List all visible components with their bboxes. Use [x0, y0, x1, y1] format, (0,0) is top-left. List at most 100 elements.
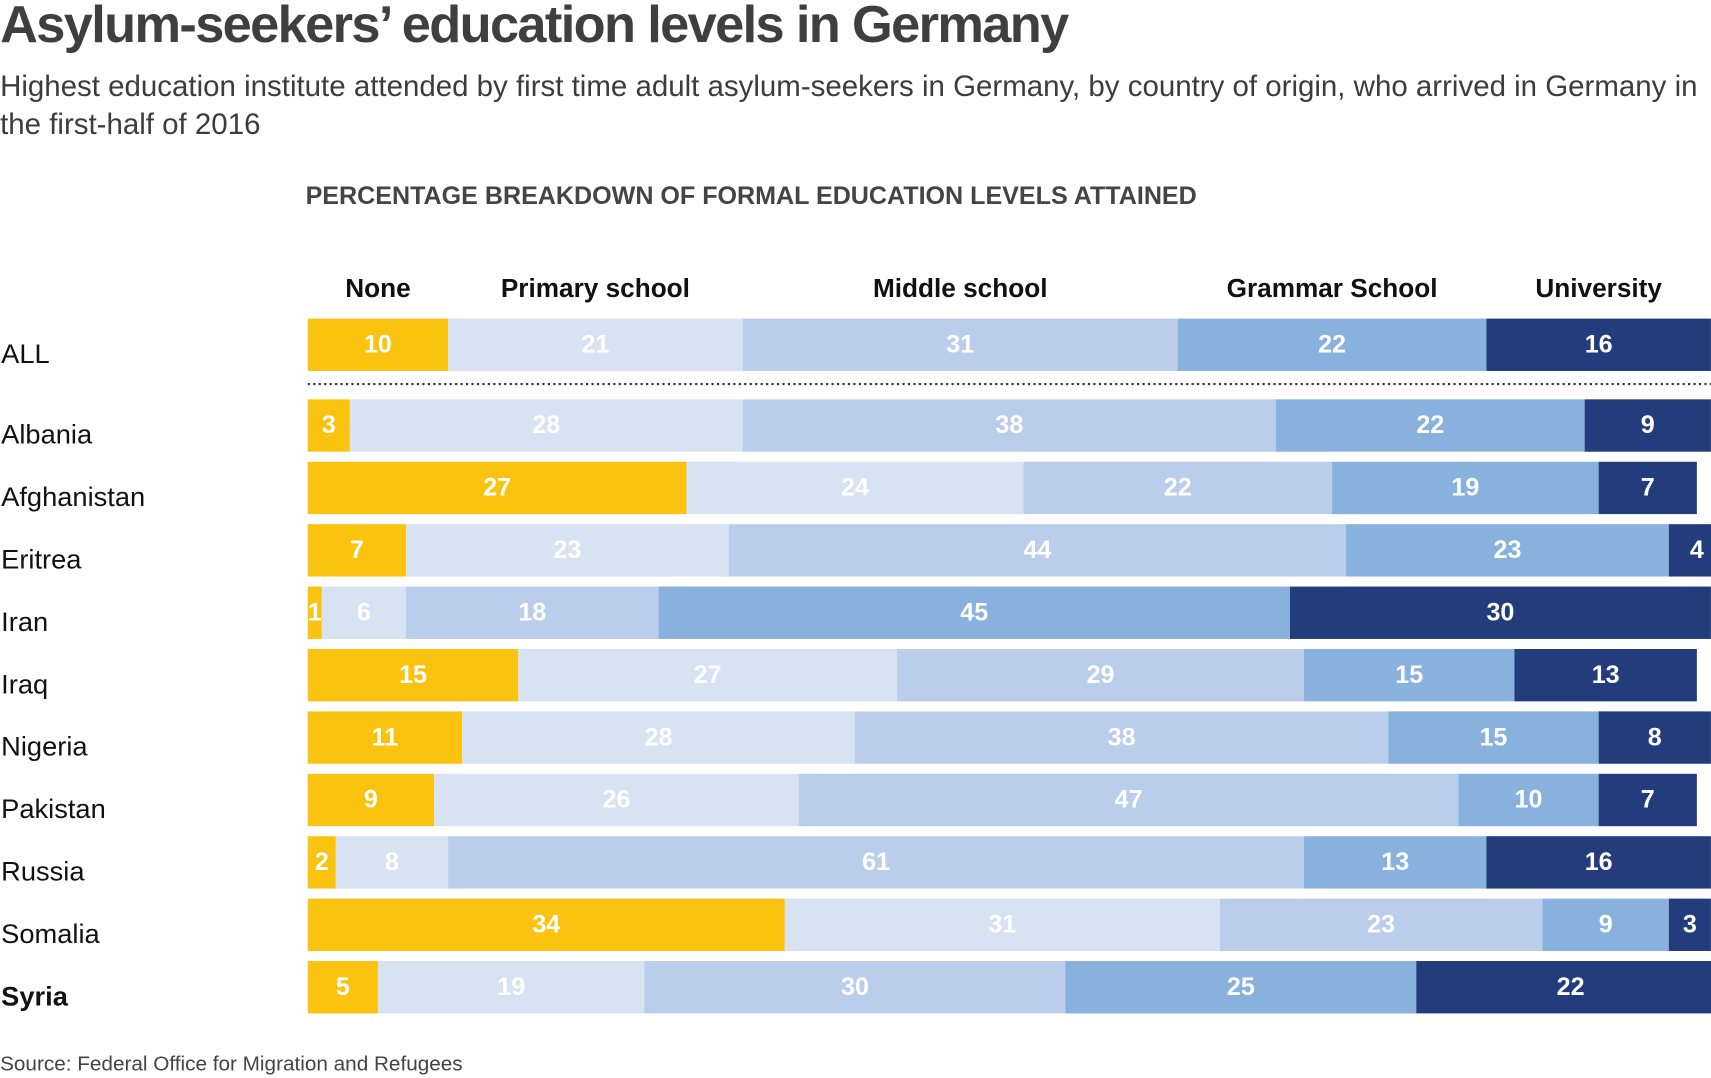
bar-segment: [1598, 773, 1697, 827]
legend-label: Primary school: [501, 273, 690, 303]
bar-segment: [658, 586, 1290, 639]
bar-segment: [897, 648, 1305, 702]
value-label: 3: [1683, 911, 1697, 939]
value-label: 26: [603, 786, 631, 814]
bar-segment: [1598, 461, 1697, 515]
value-label: 8: [1648, 723, 1662, 751]
category-label: Albania: [1, 419, 93, 450]
value-label: 31: [988, 911, 1016, 939]
category-label: Nigeria: [1, 731, 88, 762]
bar-segment: [1584, 399, 1711, 452]
value-label: 9: [364, 786, 378, 814]
bar-segment: [1514, 648, 1697, 702]
bar-segment: [1542, 898, 1669, 951]
bar-segment: [1668, 524, 1711, 577]
bar-segment: [462, 711, 855, 764]
bar-segment: [1177, 318, 1487, 371]
bar-segment: [1304, 836, 1487, 889]
value-label: 16: [1585, 848, 1613, 876]
bar-segment: [1668, 898, 1711, 951]
category-label: Afghanistan: [1, 481, 145, 512]
bar-segment: [1346, 524, 1669, 577]
value-label: 23: [1494, 536, 1522, 564]
value-label: 22: [1416, 411, 1444, 439]
value-label: 45: [960, 598, 988, 626]
value-label: 61: [862, 848, 890, 876]
bar-segment: [742, 399, 1276, 452]
value-label: 7: [1641, 786, 1655, 814]
category-label: Iran: [1, 606, 48, 637]
bar-segment: [728, 524, 1347, 577]
value-label: 27: [483, 474, 511, 502]
bar-segment: [798, 773, 1459, 827]
value-label: 10: [364, 331, 392, 359]
bar-segment: [307, 461, 687, 515]
value-label: 9: [1641, 411, 1655, 439]
value-label: 6: [357, 598, 371, 626]
bar-segment: [1416, 961, 1711, 1014]
bar-segment: [405, 586, 659, 639]
bar-segment: [335, 836, 449, 889]
value-label: 23: [553, 536, 581, 564]
value-label: 25: [1227, 973, 1255, 1001]
value-label: 13: [1381, 848, 1409, 876]
legend-label: University: [1535, 273, 1662, 303]
value-label: 38: [995, 411, 1023, 439]
bar-segment: [1486, 836, 1711, 889]
category-label: Eritrea: [1, 543, 82, 574]
bar-segment: [307, 773, 435, 827]
value-label: 38: [1108, 723, 1136, 751]
value-label: 24: [841, 474, 869, 502]
value-label: 28: [532, 411, 560, 439]
legend-label: Grammar School: [1227, 273, 1438, 303]
value-label: 44: [1023, 536, 1051, 564]
bar-segment: [1023, 461, 1333, 515]
bar-segment: [644, 961, 1066, 1014]
value-label: 19: [1451, 474, 1479, 502]
value-label: 30: [1486, 598, 1514, 626]
bar-segment: [1332, 461, 1599, 515]
value-label: 27: [694, 661, 722, 689]
bar-segment: [1304, 648, 1515, 702]
bar-segment: [1275, 399, 1585, 452]
value-label: 11: [372, 723, 399, 751]
value-label: 29: [1087, 661, 1115, 689]
value-label: 23: [1367, 911, 1395, 939]
value-label: 30: [841, 973, 869, 1001]
legend-label: None: [345, 273, 410, 303]
value-label: 19: [497, 973, 525, 1001]
bar-segment: [686, 461, 1024, 515]
category-label: Syria: [1, 980, 69, 1011]
chart-subtitle: Highest education institute attended by …: [0, 69, 1698, 141]
bar-segment: [1289, 586, 1711, 639]
bar-segment: [307, 524, 406, 577]
bar-segment: [1598, 711, 1711, 764]
value-label: 22: [1164, 474, 1192, 502]
bar-segment: [307, 586, 322, 639]
category-label: ALL: [1, 338, 50, 369]
value-label: 7: [350, 536, 364, 564]
chart-heading: PERCENTAGE BREAKDOWN OF FORMAL EDUCATION…: [306, 182, 1197, 210]
bar-segment: [307, 399, 350, 452]
value-label: 21: [581, 331, 609, 359]
category-label: Pakistan: [1, 793, 106, 824]
subtitle-box: Highest education institute attended by …: [0, 69, 1698, 141]
bar-segment: [1388, 711, 1599, 764]
bar-segment: [448, 836, 1305, 889]
bar-segment: [854, 711, 1389, 764]
value-label: 47: [1115, 786, 1143, 814]
bar-segment: [742, 318, 1178, 371]
bar-segment: [321, 586, 406, 639]
value-label: 15: [399, 661, 427, 689]
value-label: 7: [1641, 474, 1655, 502]
bar-segment: [1486, 318, 1711, 371]
value-label: 3: [322, 411, 336, 439]
bar-segment: [448, 318, 743, 371]
value-label: 18: [518, 598, 546, 626]
bar-segment: [434, 773, 799, 827]
category-label: Russia: [1, 856, 85, 887]
bar-segment: [518, 648, 898, 702]
bar-segment: [307, 648, 519, 702]
value-label: 9: [1599, 911, 1613, 939]
